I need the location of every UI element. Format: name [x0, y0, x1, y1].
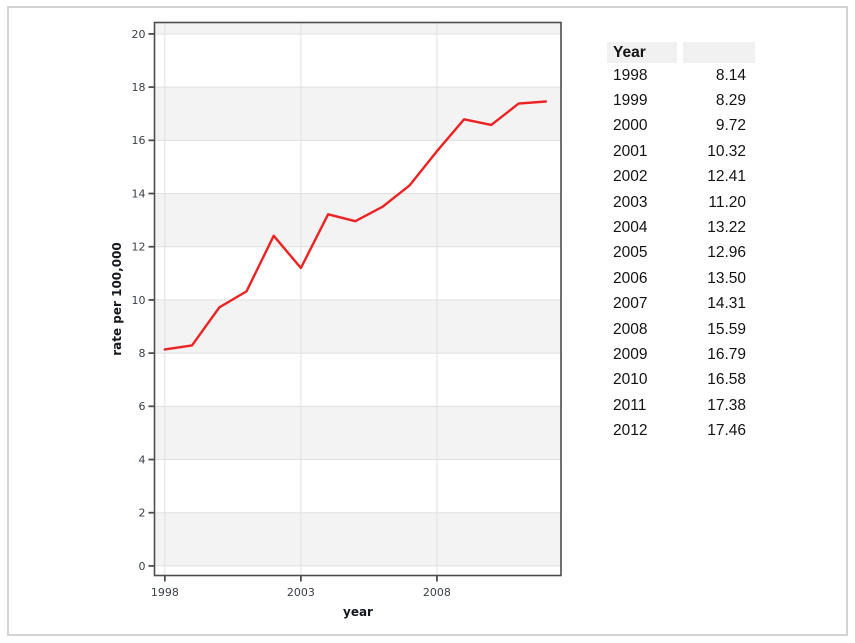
- table-row: 2010 16.58: [607, 368, 755, 393]
- table-cell-value: 12.41: [707, 168, 746, 186]
- x-tick-label: 2008: [423, 586, 451, 599]
- plot-band: [154, 87, 561, 141]
- table-cell-value: 15.59: [707, 320, 746, 338]
- y-tick-label: 18: [132, 81, 146, 94]
- y-tick-label: 10: [132, 294, 146, 307]
- x-tick-label: 2003: [287, 586, 315, 599]
- plot-panel-border: [153, 21, 562, 577]
- table-cell-year: 2011: [613, 396, 647, 414]
- table-header-year: Year: [607, 42, 677, 63]
- table-cell-year: 2005: [613, 244, 648, 262]
- data-table: Year 1998 8.14 1999 8.29 2000 9.72 2001 10.32 20…: [607, 42, 755, 444]
- table-cell-value: 10.32: [707, 142, 746, 160]
- table-row: 2008 15.59: [607, 317, 755, 342]
- table-row: 2001 10.32: [607, 139, 755, 164]
- y-tick-label: 6: [139, 400, 146, 413]
- y-axis-title: rate per 100,000: [110, 242, 124, 356]
- table-row: 2000 9.72: [607, 114, 755, 139]
- table-row: 2006 13.50: [607, 266, 755, 291]
- line-chart-figure: 0 2 4 6 8 10 12 14 16 18 20 1998 2003 2008 year rate…: [110, 21, 562, 619]
- table-cell-value: 17.38: [707, 396, 746, 414]
- x-axis-tick-labels: 1998 2003 2008: [151, 586, 451, 599]
- table-cell-value: 17.46: [707, 422, 746, 440]
- plot-band: [154, 512, 561, 566]
- table-cell-year: 2009: [613, 345, 648, 363]
- table-row: 1998 8.14: [607, 63, 755, 88]
- table-cell-value: 11.20: [708, 193, 746, 211]
- y-tick-label: 16: [132, 134, 146, 147]
- table-row: 2011 17.38: [607, 393, 755, 418]
- x-tick-label: 1998: [151, 586, 179, 599]
- table-cell-value: 12.96: [707, 244, 746, 262]
- table-row: 2005 12.96: [607, 241, 755, 266]
- table-row: 2007 14.31: [607, 292, 755, 317]
- table-cell-value: 9.72: [715, 117, 746, 135]
- table-header-value: [683, 42, 755, 63]
- plot-band: [154, 22, 561, 34]
- y-axis-tick-labels: 0 2 4 6 8 10 12 14 16 18 20: [132, 28, 146, 573]
- table-row: 2003 11.20: [607, 190, 755, 215]
- axis-ticks: [148, 33, 438, 582]
- table-cell-value: 13.50: [707, 269, 746, 287]
- y-tick-label: 14: [132, 187, 146, 200]
- table-row: 1999 8.29: [607, 88, 755, 113]
- y-tick-label: 2: [139, 507, 146, 520]
- table-row: 2002 12.41: [607, 165, 755, 190]
- x-axis-title: year: [343, 605, 373, 619]
- table-cell-year: 2008: [613, 320, 648, 338]
- table-header-row: Year: [607, 42, 755, 63]
- y-tick-label: 12: [132, 241, 146, 254]
- table-cell-year: 2000: [613, 117, 648, 135]
- table-cell-value: 8.29: [715, 92, 746, 110]
- y-tick-label: 20: [132, 28, 146, 41]
- table-cell-year: 2002: [613, 168, 648, 186]
- y-tick-label: 0: [139, 560, 146, 573]
- table-cell-year: 2006: [613, 269, 648, 287]
- table-cell-year: 1999: [613, 92, 648, 110]
- table-cell-year: 2012: [613, 422, 648, 440]
- table-cell-value: 13.22: [707, 219, 746, 237]
- plot-band: [154, 299, 561, 354]
- table-row: 2009 16.79: [607, 342, 755, 367]
- table-cell-year: 2004: [613, 219, 648, 237]
- y-tick-label: 8: [139, 347, 146, 360]
- table-row: 2012 17.46: [607, 418, 755, 443]
- table-cell-value: 14.31: [707, 295, 746, 313]
- plot-bands: [154, 22, 561, 566]
- plot-band: [154, 406, 561, 460]
- table-cell-value: 8.14: [715, 66, 746, 84]
- y-tick-label: 4: [139, 453, 146, 466]
- table-body: 1998 8.14 1999 8.29 2000 9.72 2001 10.32 2002 12.…: [607, 63, 755, 444]
- table-cell-year: 1998: [613, 66, 648, 84]
- table-cell-value: 16.58: [707, 371, 746, 389]
- table-cell-value: 16.79: [707, 345, 746, 363]
- table-row: 2004 13.22: [607, 215, 755, 240]
- table-cell-year: 2003: [613, 193, 648, 211]
- table-cell-year: 2010: [613, 371, 648, 389]
- data-line-series: [163, 100, 547, 351]
- plot-gridlines: [154, 22, 561, 576]
- table-cell-year: 2001: [613, 142, 648, 160]
- table-cell-year: 2007: [613, 295, 648, 313]
